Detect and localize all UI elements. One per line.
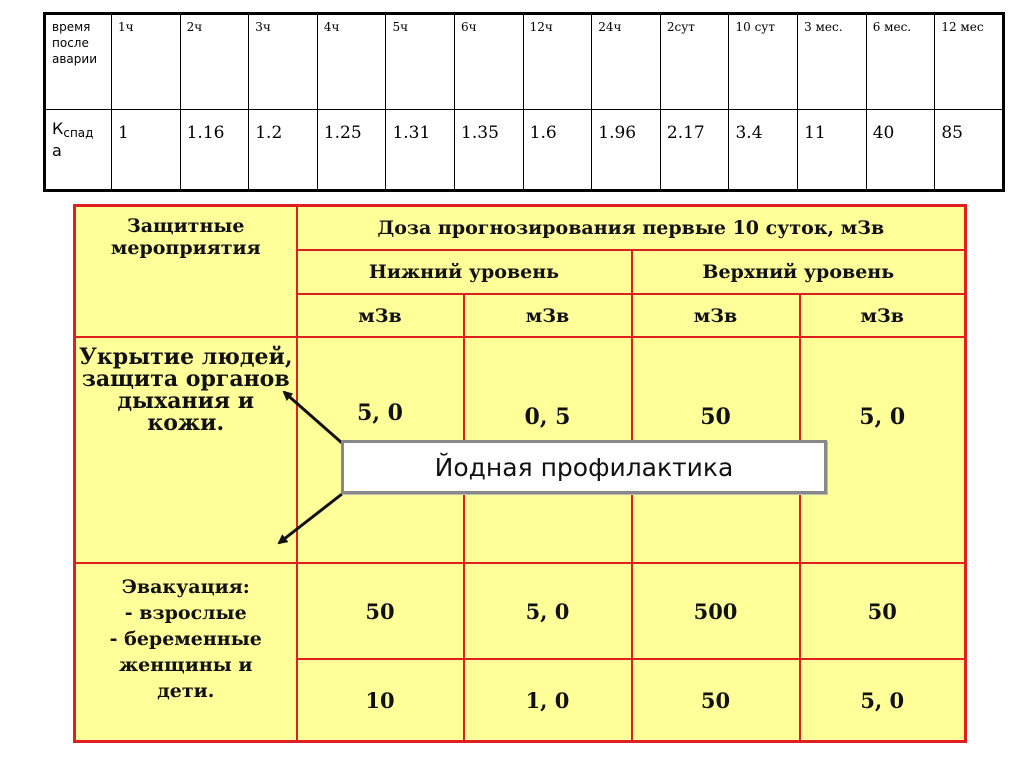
- lower-level-header: Нижний уровень: [295, 249, 633, 295]
- shelter-line: защита органов: [81, 366, 290, 392]
- coefficient-cell: 3.4: [728, 109, 799, 191]
- k-symbol: К: [52, 119, 64, 138]
- k-subscript: спад: [63, 126, 94, 140]
- time-cell: 1ч: [111, 13, 181, 110]
- dose-value-cell: 50: [295, 562, 465, 660]
- dose-value-cell: 50: [798, 562, 967, 660]
- upper-level-header: Верхний уровень: [630, 249, 967, 295]
- unit-cell: мЗв: [798, 293, 967, 338]
- time-cell: 5ч: [385, 13, 456, 110]
- dose-value-cell: 50: [630, 658, 801, 743]
- dose-header-row: Защитные мероприятия Доза прогнозировани…: [73, 204, 967, 338]
- coefficient-cell: 1.6: [522, 109, 593, 191]
- coefficient-cell: 1: [111, 109, 181, 191]
- dose-value-cell: 1, 0: [462, 658, 633, 743]
- k-tail: а: [52, 141, 62, 160]
- time-cell: 4ч: [316, 13, 387, 110]
- evacuation-line: женщины и: [119, 654, 253, 676]
- coefficient-cell: 1.25: [316, 109, 387, 191]
- coefficient-cell: 1.2: [248, 109, 318, 191]
- unit-cell: мЗв: [295, 293, 465, 338]
- unit-cell: мЗв: [462, 293, 633, 338]
- coefficient-cell: 1.16: [179, 109, 250, 191]
- dose-value-cell: 5, 0: [798, 658, 967, 743]
- time-cell: 2ч: [179, 13, 250, 110]
- shelter-line: дыхания и кожи.: [117, 388, 255, 436]
- level-header-row: Нижний уровень Верхний уровень: [75, 249, 967, 295]
- time-cell: 12ч: [522, 13, 593, 110]
- shelter-measure-label: Укрытие людей, защита органов дыхания и …: [73, 336, 298, 564]
- coefficient-cell: 85: [934, 109, 1004, 191]
- unit-cell: мЗв: [630, 293, 801, 338]
- protective-measures-header: Защитные мероприятия: [73, 204, 298, 338]
- iodine-prophylaxis-callout: Йодная профилактика: [341, 440, 827, 494]
- time-cell: 2сут: [659, 13, 730, 110]
- decay-time-row: время после аварии 1ч 2ч 3ч 4ч 5ч 6ч 12ч…: [44, 13, 1004, 110]
- evacuation-children-row: 10 1, 0 50 5, 0: [75, 658, 967, 743]
- time-cell: 24ч: [591, 13, 661, 110]
- unit-row: мЗв мЗв мЗв мЗв: [75, 293, 967, 338]
- evacuation-adults-row: Эвакуация: - взрослые - беременные женщи…: [73, 562, 967, 743]
- forecast-dose-header: Доза прогнозирования первые 10 суток, мЗ…: [295, 204, 967, 251]
- time-cell: 12 мес: [934, 13, 1004, 110]
- dose-value-cell: 10: [295, 658, 465, 743]
- evacuation-line: - беременные: [109, 628, 262, 650]
- evacuation-line: Эвакуация:: [121, 576, 250, 598]
- time-cell: 10 сут: [728, 13, 799, 110]
- dose-value-cell: 500: [630, 562, 801, 660]
- decay-coefficient-label: Кспад а: [44, 109, 112, 191]
- decay-coefficient-table: время после аварии 1ч 2ч 3ч 4ч 5ч 6ч 12ч…: [43, 12, 1005, 192]
- time-cell: 6 мес.: [865, 13, 936, 110]
- evacuation-measure-label: Эвакуация: - взрослые - беременные женщи…: [73, 562, 298, 743]
- coefficient-cell: 1.35: [454, 109, 524, 191]
- shelter-line: Укрытие людей,: [79, 344, 293, 370]
- dose-value-cell: 5, 0: [462, 562, 633, 660]
- coefficient-cell: 40: [865, 109, 936, 191]
- coefficient-cell: 11: [797, 109, 867, 191]
- coefficient-cell: 1.96: [591, 109, 661, 191]
- time-cell: 3ч: [248, 13, 318, 110]
- time-cell: 3 мес.: [797, 13, 867, 110]
- time-after-accident-label: время после аварии: [44, 13, 112, 110]
- coefficient-cell: 2.17: [659, 109, 730, 191]
- callout-text: Йодная профилактика: [434, 452, 734, 482]
- time-cell: 6ч: [454, 13, 524, 110]
- coefficient-cell: 1.31: [385, 109, 456, 191]
- evacuation-line: дети.: [157, 680, 215, 702]
- decay-coefficient-row: Кспад а 1 1.16 1.2 1.25 1.31 1.35 1.6 1.9…: [44, 109, 1004, 191]
- evacuation-line: - взрослые: [124, 602, 247, 624]
